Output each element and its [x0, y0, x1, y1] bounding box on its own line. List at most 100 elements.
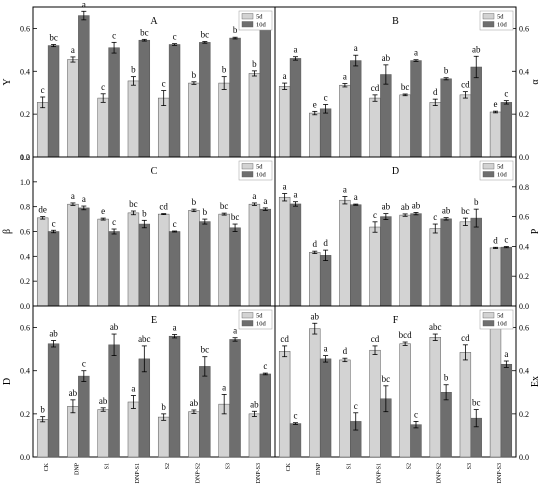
significance-label: a: [293, 45, 297, 55]
y-tick-label: 0.6: [519, 24, 529, 33]
bar-5d-DNP-S2: [429, 102, 441, 158]
x-tick-label: DNP-S2: [195, 463, 201, 483]
bar-5d-DNP-S3: [489, 324, 502, 458]
significance-label: c: [504, 235, 508, 245]
significance-label: c: [173, 32, 177, 42]
significance-label: c: [354, 401, 358, 411]
significance-label: c: [173, 219, 177, 229]
bar-5d-S1: [339, 359, 351, 458]
significance-label: ab: [472, 44, 481, 54]
significance-label: ab: [382, 202, 391, 212]
panel-title: A: [150, 16, 158, 27]
significance-label: a: [71, 191, 75, 201]
significance-label: ab: [401, 202, 410, 212]
x-tick-label: S1: [346, 463, 352, 469]
significance-label: cd: [461, 333, 470, 343]
significance-label: bc: [401, 82, 410, 92]
bar-10d-S1: [108, 47, 120, 158]
panel-title: F: [393, 315, 399, 326]
significance-label: d: [433, 87, 438, 97]
legend-label-10d: 10d: [497, 22, 508, 29]
bar-5d-DNP-S3: [248, 413, 261, 458]
significance-label: b: [192, 197, 197, 207]
bar-10d-S3: [470, 66, 482, 158]
significance-label: a: [173, 322, 177, 332]
legend-swatch-10d: [482, 21, 495, 28]
significance-label: bc: [49, 33, 58, 43]
y-tick-label: 0.6: [519, 324, 529, 333]
significance-label: c: [52, 218, 56, 228]
y-tick-label: 0.2: [519, 272, 529, 281]
bar-5d-DNP: [67, 59, 79, 158]
x-tick-label: CK: [286, 462, 292, 471]
significance-label: ab: [49, 329, 58, 339]
significance-label: a: [324, 344, 328, 354]
y-tick-label: 0.4: [20, 67, 30, 76]
panel-f: F0.00.20.40.6ExcdcCKabaDNPdcS1cdbcDNP-S1…: [274, 305, 541, 483]
y-tick-label: 0.4: [20, 252, 30, 261]
y-tick-label: 0.4: [20, 367, 30, 376]
significance-label: b: [203, 207, 208, 217]
legend-label-10d: 10d: [497, 321, 508, 328]
legend-label-5d: 5d: [256, 313, 263, 320]
y-tick-label: 0.0: [20, 453, 30, 462]
y-tick-label: 0.6: [20, 24, 30, 33]
y-axis-label: α: [530, 79, 541, 85]
significance-label: a: [252, 191, 256, 201]
significance-label: c: [324, 93, 328, 103]
bar-5d-S3: [459, 221, 472, 307]
bar-5d-DNP-S2: [429, 228, 441, 307]
significance-label: b: [131, 65, 136, 75]
bar-10d-S3: [229, 227, 241, 307]
significance-label: d: [343, 346, 348, 356]
bar-10d-S2: [168, 44, 181, 158]
bar-5d-DNP-S2: [188, 82, 200, 158]
bar-5d-S1: [97, 218, 109, 307]
bar-5d-DNP-S1: [127, 80, 140, 158]
y-tick-label: 0.6: [20, 228, 30, 237]
y-tick-label: 0.0: [519, 453, 529, 462]
bar-5d-CK: [36, 419, 49, 458]
significance-label: c: [263, 361, 267, 371]
significance-label: b: [252, 59, 257, 69]
bar-10d-S1: [108, 231, 120, 307]
legend-swatch-10d: [241, 171, 254, 178]
bar-5d-S3: [218, 82, 230, 158]
significance-label: d: [493, 235, 498, 245]
y-tick-label: 0.6: [20, 324, 30, 333]
bar-5d-DNP-S2: [429, 337, 441, 458]
y-tick-label: 0.0: [20, 153, 30, 162]
bar-5d-DNP-S2: [188, 411, 200, 458]
bar-10d-DNP: [78, 15, 90, 158]
bar-10d-S2: [168, 335, 181, 458]
bar-10d-S3: [229, 339, 241, 458]
significance-label: d: [323, 238, 328, 248]
legend-swatch-5d: [482, 163, 495, 170]
significance-label: a: [131, 384, 135, 394]
y-tick-label: 0.2: [20, 277, 30, 286]
legend-swatch-10d: [482, 320, 495, 327]
significance-label: a: [263, 196, 267, 206]
significance-label: a: [343, 184, 347, 194]
significance-label: c: [101, 82, 105, 92]
significance-label: a: [414, 48, 418, 58]
significance-label: b: [161, 402, 166, 412]
bar-10d-DNP-S1: [380, 74, 392, 158]
bar-5d-S3: [459, 352, 472, 458]
significance-label: bc: [472, 398, 481, 408]
bar-10d-CK: [289, 203, 302, 307]
bar-5d-DNP: [309, 328, 321, 458]
bar-10d-DNP-S3: [259, 208, 272, 307]
y-tick-label: 0.6: [519, 213, 529, 222]
y-axis-label: β: [2, 229, 13, 234]
bar-5d-CK: [36, 217, 49, 307]
legend-label-5d: 5d: [497, 164, 504, 171]
y-tick-label: 0.4: [519, 67, 529, 76]
y-tick-label: 0.0: [519, 153, 529, 162]
bar-5d-DNP-S3: [248, 203, 261, 307]
y-tick-label: 0.2: [519, 110, 529, 119]
bar-5d-DNP-S3: [489, 111, 502, 158]
x-tick-label: DNP-S2: [437, 463, 443, 483]
significance-label: bc: [201, 345, 210, 355]
